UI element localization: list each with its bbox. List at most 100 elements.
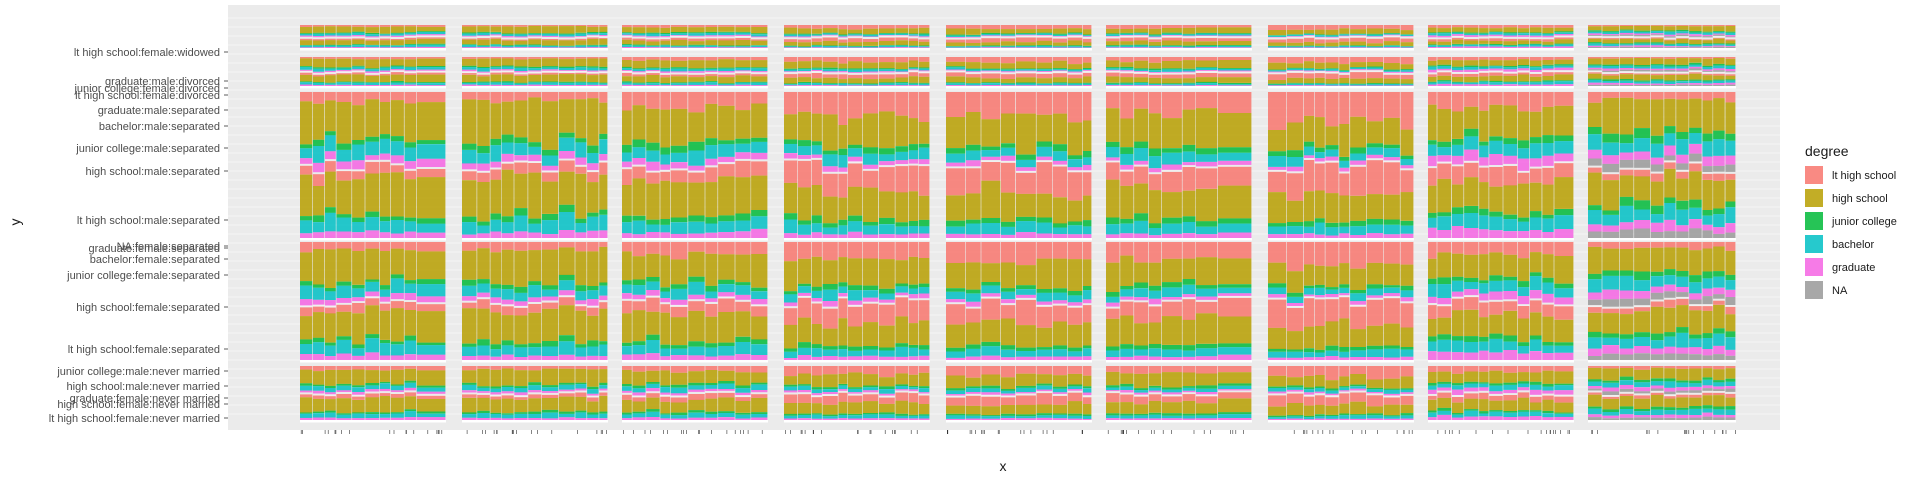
mosaic-tile [390, 32, 404, 34]
mosaic-tile [1713, 38, 1725, 44]
mosaic-tile [1325, 321, 1339, 346]
mosaic-tile [1676, 68, 1689, 71]
mosaic-tile [1016, 351, 1036, 357]
mosaic-tile [1350, 242, 1366, 269]
mosaic-tile [514, 82, 528, 84]
block-separator [300, 238, 446, 241]
mosaic-tile [1689, 62, 1702, 65]
mosaic-tile [751, 366, 768, 373]
mosaic-tile [1161, 392, 1182, 395]
mosaic-tile [895, 37, 909, 41]
mosaic-tile [1489, 338, 1503, 353]
mosaic-tile [981, 298, 1001, 320]
mosaic-tile [501, 222, 514, 234]
mosaic-tile [1052, 305, 1068, 322]
mosaic-tile [895, 69, 909, 72]
mosaic-tile [1452, 242, 1464, 254]
mosaic-tile [1479, 387, 1489, 391]
mosaic-tile [1218, 68, 1252, 71]
mosaic-tile [514, 399, 528, 413]
mosaic-tile [1304, 348, 1315, 353]
mosaic-tile [1428, 84, 1437, 86]
mosaic-tile [918, 395, 930, 404]
mosaic-tile [1619, 65, 1634, 68]
mosaic-tile [1664, 168, 1676, 198]
mosaic-tile [1001, 262, 1016, 289]
mosaic-tile [688, 92, 705, 113]
mosaic-tile [848, 84, 863, 86]
mosaic-tile [1286, 70, 1304, 71]
mosaic-tile [379, 310, 391, 340]
mosaic-tile [918, 404, 930, 415]
mosaic-tile [490, 366, 502, 370]
mosaic-tile [1148, 290, 1162, 299]
mosaic-tile [1725, 280, 1736, 290]
mosaic-tile [895, 415, 909, 419]
mosaic-tile [1428, 32, 1437, 34]
mosaic-tile [1452, 226, 1464, 238]
mosaic-tile [416, 25, 446, 27]
mosaic-tile [1713, 25, 1725, 27]
mosaic-tile [325, 231, 336, 238]
mosaic-tile [587, 366, 599, 370]
mosaic-tile [1001, 413, 1016, 416]
mosaic-tile [1725, 173, 1736, 180]
mosaic-tile [1106, 296, 1120, 303]
mosaic-tile [632, 25, 646, 28]
mosaic-tile [404, 75, 417, 83]
mosaic-tile [908, 150, 919, 160]
mosaic-tile [1634, 346, 1651, 354]
mosaic-tile [599, 174, 608, 210]
mosaic-tile [660, 396, 670, 402]
mosaic-tile [622, 369, 632, 384]
mosaic-tile [1067, 172, 1083, 201]
mosaic-tile [908, 288, 919, 295]
mosaic-tile [1314, 222, 1325, 235]
mosaic-tile [1479, 302, 1489, 318]
mosaic-tile [1182, 233, 1196, 238]
mosaic-tile [1713, 65, 1725, 69]
mosaic-tile [946, 357, 966, 360]
mosaic-tile [1517, 258, 1530, 282]
mosaic-tile [798, 234, 811, 238]
mosaic-tile [1664, 92, 1676, 99]
mosaic-tile [477, 58, 490, 67]
mosaic-tile [1634, 409, 1651, 412]
mosaic-tile [528, 45, 542, 48]
mosaic-tile [1588, 31, 1602, 34]
mosaic-tile [352, 160, 365, 170]
mosaic-tile [632, 76, 646, 83]
mosaic-tile [1452, 366, 1464, 374]
mosaic-tile [416, 102, 446, 141]
mosaic-tile [587, 389, 599, 394]
mosaic-tile [1195, 226, 1218, 235]
mosaic-tile [1106, 72, 1120, 77]
y-axis-title: y [7, 219, 23, 226]
mosaic-tile [735, 160, 751, 178]
mosaic-tile [1529, 27, 1542, 33]
mosaic-tile [1689, 57, 1702, 59]
mosaic-tile [490, 169, 502, 180]
mosaic-tile [490, 396, 502, 400]
mosaic-tile [599, 45, 608, 48]
mosaic-tile [1529, 67, 1542, 71]
mosaic-tile [1602, 39, 1620, 44]
mosaic-tile [822, 418, 838, 420]
mosaic-tile [1134, 396, 1149, 405]
mosaic-tile [1689, 64, 1702, 67]
mosaic-tile [1134, 77, 1149, 83]
mosaic-tile [1268, 25, 1287, 30]
mosaic-tile [514, 71, 528, 73]
mosaic-tile [1106, 60, 1120, 68]
mosaic-tile [477, 410, 490, 413]
mosaic-tile [404, 411, 417, 418]
mosaic-tile [822, 166, 838, 172]
mosaic-tile [1542, 370, 1554, 384]
mosaic-tile [1689, 31, 1702, 33]
mosaic-tile [1314, 47, 1325, 48]
mosaic-tile [1479, 167, 1489, 183]
mosaic-tile [981, 78, 1001, 83]
mosaic-tile [1182, 216, 1196, 222]
mosaic-tile [946, 390, 966, 395]
mosaic-tile [838, 318, 848, 346]
